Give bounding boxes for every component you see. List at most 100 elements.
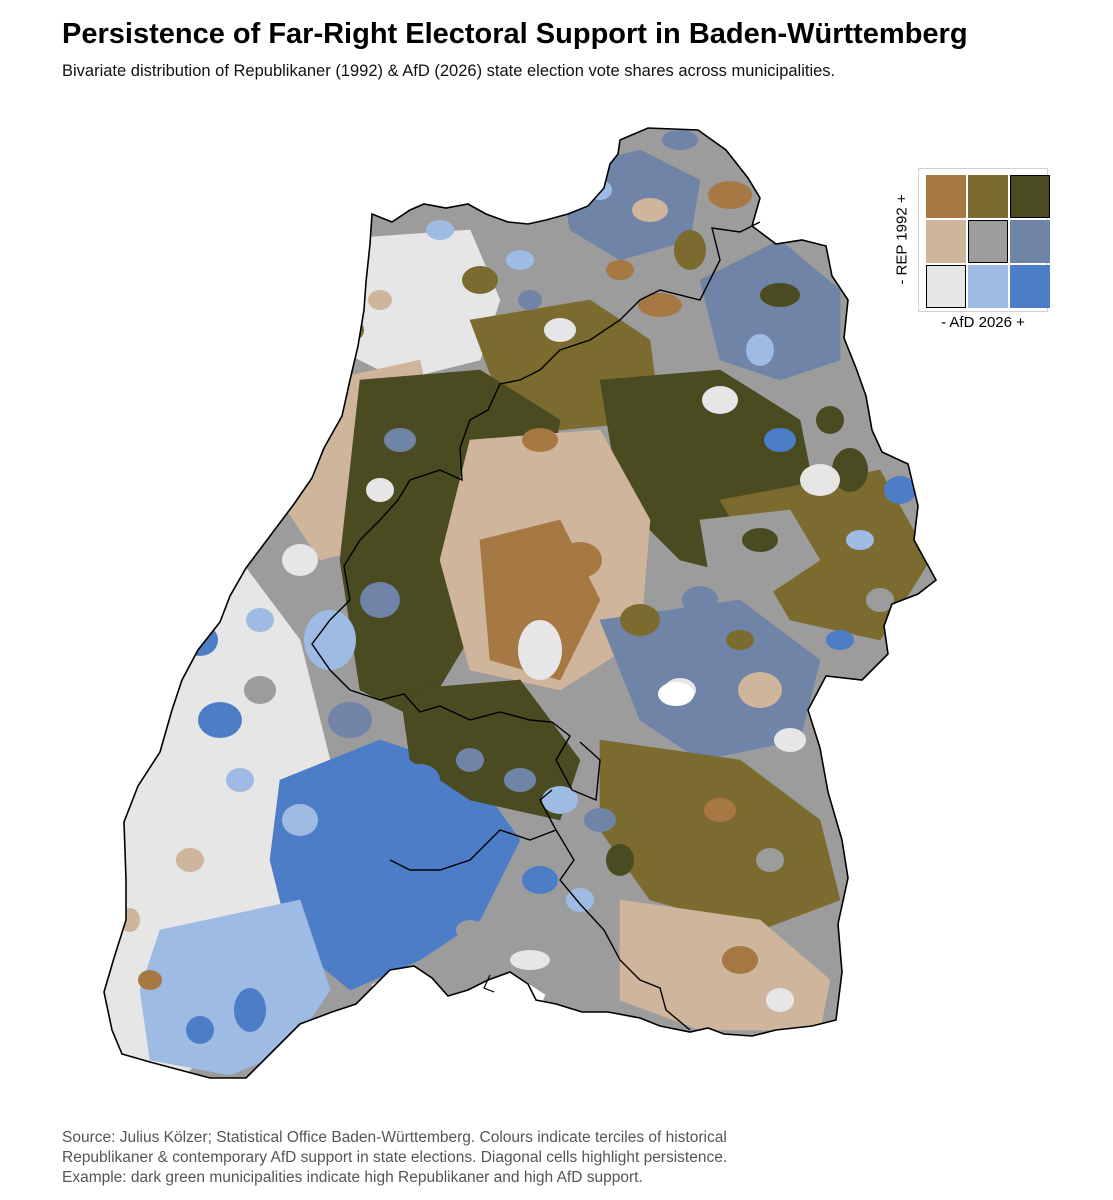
legend-cell-rep-low-afd-low — [926, 265, 966, 308]
municipality-patch-27 — [726, 630, 754, 650]
municipality-patch-36 — [606, 844, 634, 876]
municipality-patch-69 — [368, 290, 392, 310]
municipality-patch-72 — [662, 130, 698, 150]
municipality-patch-1 — [632, 198, 668, 222]
municipality-patch-66 — [384, 428, 416, 452]
municipality-patch-56 — [246, 608, 274, 632]
municipality-patch-15 — [884, 476, 916, 504]
municipality-patch-30 — [328, 702, 372, 738]
region-ostalb-mid-mid — [699, 509, 821, 601]
region-south-central-high-high — [399, 679, 581, 821]
municipality-patch-46 — [566, 888, 594, 912]
municipality-patch-37 — [662, 826, 698, 854]
legend-cell-rep-high-afd-high — [1010, 175, 1050, 218]
legend-x-label: - AfD 2026 + — [941, 314, 1025, 331]
region-southeast-high-mid — [599, 739, 841, 931]
municipality-patch-17 — [846, 530, 874, 550]
municipality-patch-71 — [588, 180, 612, 200]
caption-line-1: Source: Julius Kölzer; Statistical Offic… — [62, 1129, 727, 1146]
municipality-patch-20 — [558, 542, 602, 578]
municipality-patch-70 — [606, 260, 634, 280]
inner-border-southeast — [555, 829, 691, 1031]
municipality-patch-7 — [462, 266, 498, 294]
municipality-patch-53 — [226, 768, 254, 792]
municipality-patch-12 — [764, 428, 796, 452]
municipality-patch-25 — [738, 672, 782, 708]
municipality-patch-52 — [198, 702, 242, 738]
unpopulated-area — [658, 682, 694, 706]
inner-border-central-west — [359, 369, 541, 541]
caption-line-3: Example: dark green municipalities indic… — [62, 1169, 643, 1186]
municipality-patch-73 — [506, 250, 534, 270]
municipality-patch-61 — [186, 1016, 214, 1044]
legend-cell-rep-low-afd-mid — [968, 265, 1008, 308]
municipality-patch-26 — [774, 728, 806, 752]
municipality-patch-65 — [366, 478, 394, 502]
municipality-patch-9 — [544, 318, 576, 342]
inner-border-central-south — [311, 539, 601, 802]
map-title: Persistence of Far-Right Electoral Suppo… — [62, 18, 968, 50]
municipality-patch-55 — [182, 624, 218, 656]
municipality-patch-38 — [704, 798, 736, 822]
municipality-patch-13 — [816, 406, 844, 434]
municipality-patch-42 — [674, 968, 706, 992]
state-border — [103, 127, 938, 1079]
inner-border-south — [389, 789, 557, 871]
municipality-patch-63 — [282, 544, 318, 576]
municipality-patch-75 — [742, 528, 778, 552]
legend-y-axis: - REP 1992 + — [889, 168, 915, 310]
municipality-patch-40 — [784, 886, 816, 914]
municipality-patch-44 — [808, 936, 832, 964]
legend-cell-rep-high-afd-low — [926, 175, 966, 218]
source-caption: Source: Julius Kölzer; Statistical Offic… — [62, 1128, 1072, 1188]
municipality-patch-51 — [282, 804, 318, 836]
municipality-patch-43 — [766, 988, 794, 1012]
municipality-patch-6 — [374, 250, 426, 290]
municipality-patch-5 — [638, 293, 682, 317]
municipality-patch-11 — [702, 386, 738, 414]
municipality-patch-39 — [756, 848, 784, 872]
municipality-patch-19 — [500, 456, 540, 484]
municipality-patch-18 — [522, 428, 558, 452]
map-subtitle: Bivariate distribution of Republikaner (… — [62, 62, 836, 80]
inner-border-north — [539, 221, 761, 371]
legend-cell-rep-mid-afd-high — [1010, 220, 1050, 263]
municipality-patch-60 — [234, 988, 266, 1032]
municipality-patch-50 — [354, 852, 386, 888]
bivariate-legend — [918, 168, 1050, 312]
municipality-patch-32 — [456, 748, 484, 772]
municipality-patch-41 — [722, 946, 758, 974]
legend-grid — [926, 175, 1050, 308]
municipality-patch-49 — [414, 886, 446, 914]
municipality-patch-8 — [426, 220, 454, 240]
municipality-patch-29 — [360, 582, 400, 618]
municipality-patch-14 — [832, 448, 868, 492]
municipality-patch-23 — [620, 604, 660, 636]
legend-cell-rep-mid-afd-low — [926, 220, 966, 263]
municipality-patch-48 — [456, 920, 484, 940]
municipality-patch-62 — [334, 946, 366, 974]
municipality-patch-2 — [708, 181, 752, 209]
municipality-patch-77 — [826, 630, 854, 650]
municipality-patch-47 — [510, 950, 550, 970]
municipality-patch-4 — [760, 283, 800, 307]
legend-cell-rep-high-afd-mid — [968, 175, 1008, 218]
municipality-patch-33 — [504, 768, 536, 792]
municipality-patch-24 — [682, 586, 718, 614]
inner-border-lake — [483, 974, 495, 993]
municipality-patch-21 — [518, 620, 562, 680]
municipality-patch-31 — [400, 764, 440, 796]
municipality-patch-54 — [244, 676, 276, 704]
municipality-patch-58 — [138, 970, 162, 990]
municipality-patch-76 — [866, 588, 894, 612]
caption-line-2: Republikaner & contemporary AfD support … — [62, 1149, 728, 1166]
municipality-patch-74 — [518, 290, 542, 310]
legend-cell-rep-low-afd-high — [1010, 265, 1050, 308]
municipality-patch-16 — [800, 464, 840, 496]
municipality-patch-45 — [522, 866, 558, 894]
municipality-patch-57 — [176, 848, 204, 872]
legend-cell-rep-mid-afd-mid — [968, 220, 1008, 263]
legend-y-label: - REP 1992 + — [893, 193, 911, 285]
municipality-patch-28 — [304, 610, 356, 670]
